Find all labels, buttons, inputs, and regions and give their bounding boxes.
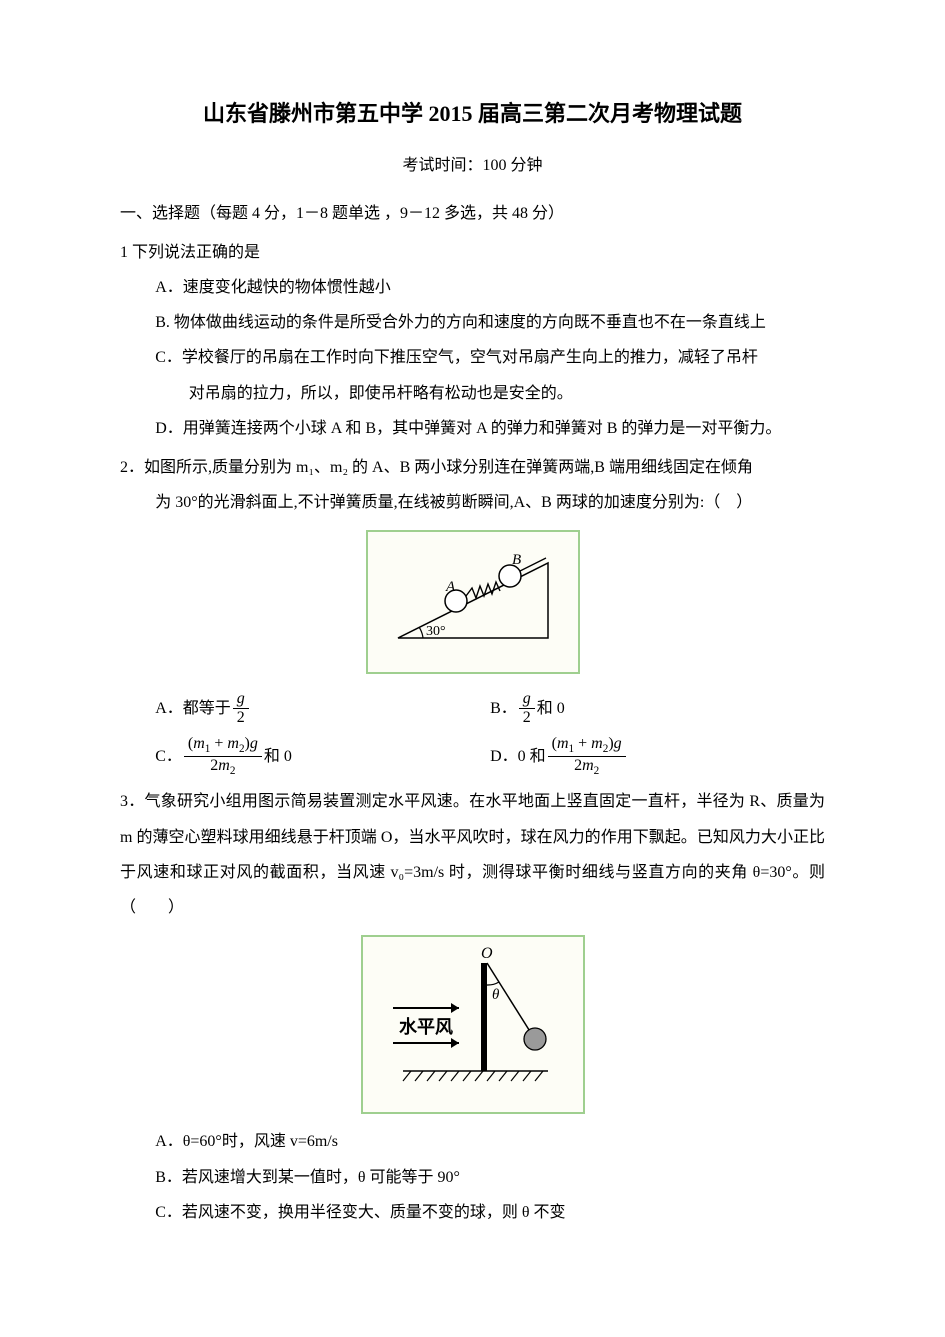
ball-a-label: A	[445, 579, 456, 595]
q3-stem: 3．气象研究小组用图示简易装置测定水平风速。在水平地面上竖直固定一直杆，半径为 …	[120, 784, 825, 925]
q1-option-c-line2: 对吊扇的拉力，所以，即使吊杆略有松动也是安全的。	[120, 376, 825, 411]
q2-stem-line2-a: 为 30°的光滑斜面上,不计弹簧质量,在线被剪断瞬间,A、B 两球的加速度分别为…	[155, 494, 720, 511]
exam-time: 考试时间：100 分钟	[120, 148, 825, 183]
q2-option-c: C． (m1 + m2)g 2m2 和 0	[155, 732, 490, 780]
q3-option-b: B．若风速增大到某一值时，θ 可能等于 90°	[120, 1160, 825, 1195]
q3-option-a: A．θ=60°时，风速 v=6m/s	[120, 1124, 825, 1159]
q2-b-tail: 和 0	[537, 691, 565, 726]
q2-option-a: A．都等于 g2	[155, 684, 490, 732]
q2-option-d: D．0 和 (m1 + m2)g 2m2	[490, 732, 825, 780]
q3-option-c: C．若风速不变，换用半径变大、质量不变的球，则 θ 不变	[120, 1195, 825, 1230]
ball-b-label: B	[512, 552, 521, 568]
q1-option-a: A．速度变化越快的物体惯性越小	[120, 270, 825, 305]
q2-option-b: B． g2 和 0	[490, 684, 825, 732]
q2-c-tail: 和 0	[264, 739, 292, 774]
theta-label: θ	[492, 987, 500, 1003]
o-label: O	[481, 945, 493, 962]
page-title: 山东省滕州市第五中学 2015 届高三第二次月考物理试题	[120, 90, 825, 138]
section-heading: 一、选择题（每题 4 分，1－8 题单选 ，9－12 多选，共 48 分）	[120, 196, 825, 231]
q2-stem-line2: 为 30°的光滑斜面上,不计弹簧质量,在线被剪断瞬间,A、B 两球的加速度分别为…	[120, 485, 825, 520]
q2-d-label: D．0 和	[490, 739, 546, 774]
q1-option-b: B. 物体做曲线运动的条件是所受合外力的方向和速度的方向既不垂直也不在一条直线上	[120, 305, 825, 340]
q2-c-label: C．	[155, 739, 182, 774]
q2-figure: 30° A B	[120, 530, 825, 674]
q2-options: A．都等于 g2 B． g2 和 0 C． (m1 + m2)g 2m2 和 0…	[120, 684, 825, 780]
q1-option-c-line1: C．学校餐厅的吊扇在工作时向下推压空气，空气对吊扇产生向上的推力，减轻了吊杆	[120, 340, 825, 375]
q2-a-label: A．都等于	[155, 691, 231, 726]
q1-stem: 1 下列说法正确的是	[120, 235, 825, 270]
q3-figure: O θ 水平风	[120, 935, 825, 1114]
q2-b-label: B．	[490, 691, 517, 726]
angle-label: 30°	[426, 624, 446, 639]
q2-stem-line2-b: ）	[736, 494, 752, 511]
q1-option-d: D．用弹簧连接两个小球 A 和 B，其中弹簧对 A 的弹力和弹簧对 B 的弹力是…	[120, 411, 825, 446]
q2-stem-line1: 2．如图所示,质量分别为 m₁、m₂ 的 A、B 两小球分别连在弹簧两端,B 端…	[120, 450, 825, 485]
wind-label: 水平风	[399, 1016, 453, 1037]
